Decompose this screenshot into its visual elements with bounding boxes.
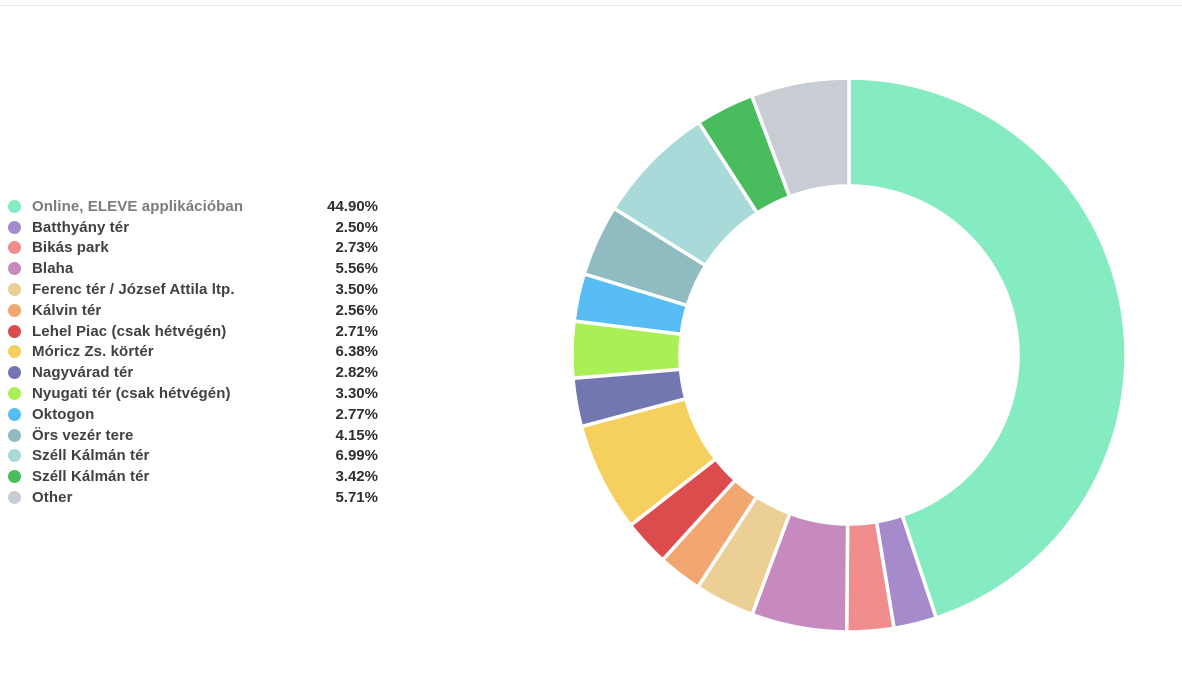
legend-color-dot <box>8 491 21 505</box>
legend-label: Oktogon <box>32 405 95 423</box>
legend-value: 2.50% <box>335 218 378 236</box>
legend-value: 2.77% <box>335 405 378 423</box>
legend-value: 2.82% <box>335 364 378 382</box>
legend-item[interactable]: Széll Kálmán tér 6.99% <box>8 446 378 467</box>
legend-color-dot <box>8 220 21 234</box>
legend-item[interactable]: Ferenc tér / József Attila ltp. 3.50% <box>8 279 378 300</box>
legend-color-dot <box>8 262 21 276</box>
legend-label: Blaha <box>32 260 74 278</box>
legend-item[interactable]: Online, ELEVE applikációban 44.90% <box>8 196 378 217</box>
legend-label: Széll Kálmán tér <box>32 447 150 465</box>
legend-label: Nagyvárad tér <box>32 364 134 382</box>
donut-slice[interactable] <box>847 76 1128 621</box>
legend-color-dot <box>8 324 21 338</box>
legend-label: Kálvin tér <box>32 301 102 319</box>
legend-value: 3.42% <box>335 468 378 486</box>
legend-color-dot <box>8 283 21 297</box>
legend-label: Bikás park <box>32 239 109 257</box>
legend-value: 2.73% <box>335 239 378 257</box>
legend-item[interactable]: Móricz Zs. körtér 6.38% <box>8 342 378 363</box>
legend-color-dot <box>8 366 21 380</box>
legend-color-dot <box>8 345 21 359</box>
legend-value: 4.15% <box>335 426 378 444</box>
legend-color-dot <box>8 428 21 442</box>
legend-label: Online, ELEVE applikációban <box>32 197 244 215</box>
legend-label: Lehel Piac (csak hétvégén) <box>32 322 227 340</box>
legend-item[interactable]: Széll Kálmán tér 3.42% <box>8 466 378 487</box>
legend-color-dot <box>8 470 21 484</box>
legend-label: Other <box>32 489 73 507</box>
donut-slice[interactable] <box>749 76 851 200</box>
legend-item[interactable]: Bikás park 2.73% <box>8 238 378 259</box>
legend-item[interactable]: Batthyány tér 2.50% <box>8 217 378 238</box>
legend-item[interactable]: Nagyvárad tér 2.82% <box>8 362 378 383</box>
legend-value: 6.38% <box>335 343 378 361</box>
legend-label: Széll Kálmán tér <box>32 468 150 486</box>
legend-item[interactable]: Lehel Piac (csak hétvégén) 2.71% <box>8 321 378 342</box>
legend-item[interactable]: Other 5.71% <box>8 487 378 508</box>
legend-item[interactable]: Nyugati tér (csak hétvégén) 3.30% <box>8 383 378 404</box>
legend-label: Örs vezér tere <box>32 426 134 444</box>
legend-color-dot <box>8 449 21 463</box>
legend-color-dot <box>8 387 21 401</box>
legend-label: Nyugati tér (csak hétvégén) <box>32 385 231 403</box>
legend-value: 2.56% <box>335 301 378 319</box>
legend-value: 3.50% <box>335 281 378 299</box>
legend-label: Móricz Zs. körtér <box>32 343 154 361</box>
legend-value: 3.30% <box>335 385 378 403</box>
legend-item[interactable]: Kálvin tér 2.56% <box>8 300 378 321</box>
top-divider <box>0 5 1182 6</box>
legend-value: 5.71% <box>335 489 378 507</box>
legend-color-dot <box>8 407 21 421</box>
legend-value: 6.99% <box>335 447 378 465</box>
legend-label: Batthyány tér <box>32 218 130 236</box>
legend-color-dot <box>8 241 21 255</box>
legend-value: 2.71% <box>335 322 378 340</box>
legend-color-dot <box>8 303 21 317</box>
legend-color-dot <box>8 199 21 213</box>
legend-item[interactable]: Oktogon 2.77% <box>8 404 378 425</box>
legend-value: 44.90% <box>327 197 378 215</box>
legend-item[interactable]: Örs vezér tere 4.15% <box>8 425 378 446</box>
legend-value: 5.56% <box>335 260 378 278</box>
chart-legend: Online, ELEVE applikációban 44.90% Batthyá… <box>8 196 378 508</box>
legend-item[interactable]: Blaha 5.56% <box>8 258 378 279</box>
legend-label: Ferenc tér / József Attila ltp. <box>32 281 235 299</box>
